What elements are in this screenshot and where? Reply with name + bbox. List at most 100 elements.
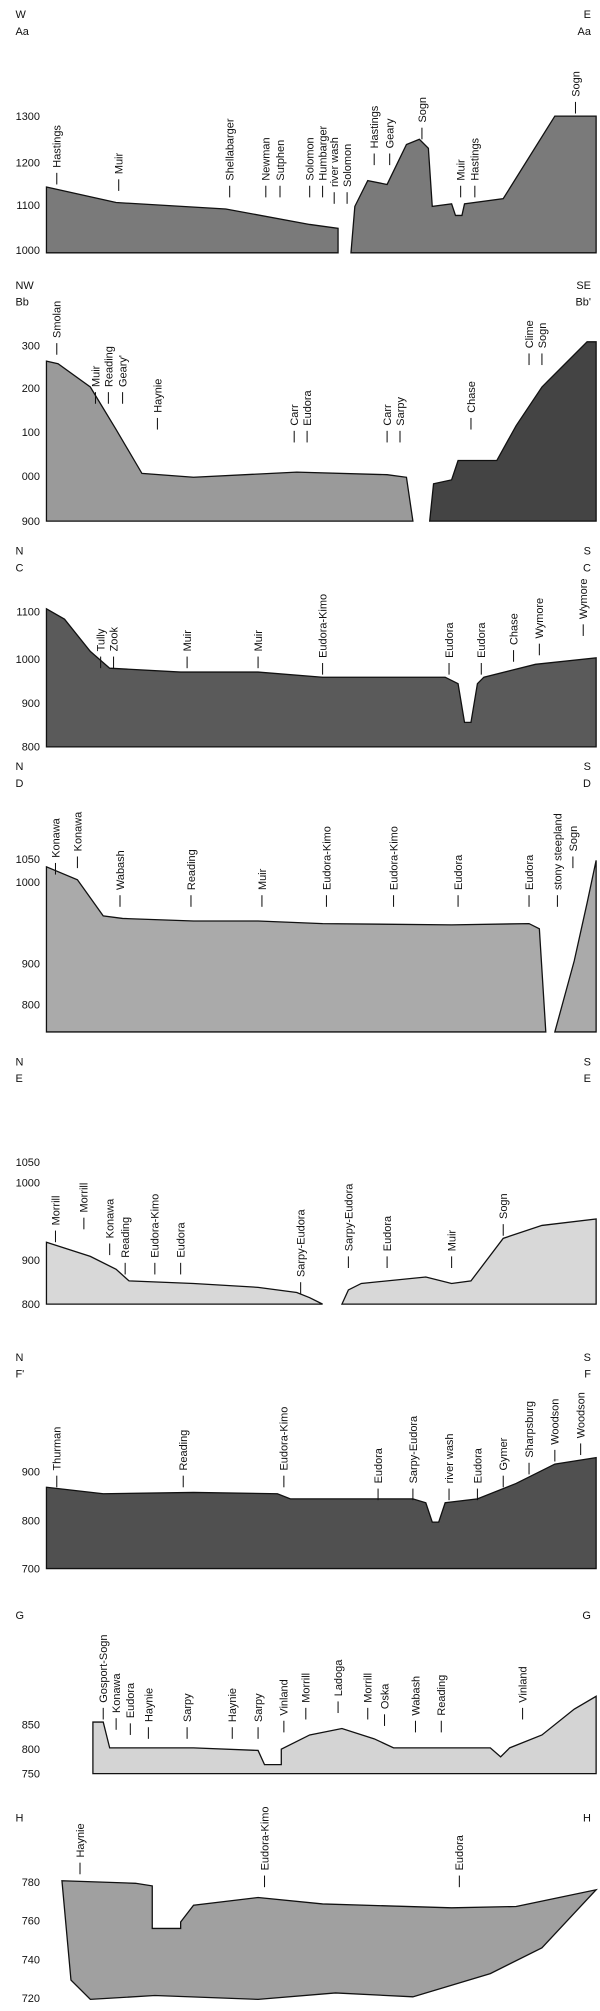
elevation-label: 1100 <box>16 606 40 618</box>
terrain-profile <box>45 865 547 1033</box>
soil-label: Haynie <box>152 379 164 413</box>
soil-label: Wabash <box>115 850 127 890</box>
soil-label: Reading <box>436 1675 448 1716</box>
soil-label: Morrill <box>50 1196 62 1226</box>
soil-label: Geary <box>385 118 397 148</box>
soil-label: Wabash <box>410 1676 422 1716</box>
soil-label: Sarpy <box>253 1693 265 1722</box>
section-end-label: N <box>15 761 23 773</box>
soil-label: Chase <box>466 381 478 413</box>
soil-label: Eudora <box>176 1221 188 1257</box>
section-end-label: N <box>15 1056 23 1068</box>
soil-label: Muir <box>114 152 126 174</box>
elevation-label: 800 <box>22 742 40 754</box>
elevation-label: 1000 <box>16 245 40 257</box>
soil-label: Eudora <box>476 622 488 658</box>
terrain-profile <box>45 186 339 254</box>
soil-label: Hastings <box>369 105 381 148</box>
soil-label: Zook <box>108 627 120 652</box>
terrain-profile <box>45 360 414 522</box>
soil-label: Muir <box>253 630 265 652</box>
soil-label: Eudora <box>382 1215 394 1251</box>
soil-label: Eudora-Kimo <box>279 1407 291 1471</box>
soil-label: Haynie <box>143 1688 155 1722</box>
soil-label: Eudora <box>125 1682 137 1718</box>
section-end-label: SE <box>576 280 591 292</box>
soil-label: stony steepland <box>552 813 564 890</box>
soil-label: Carr <box>289 404 301 426</box>
soil-label: Sogn <box>498 1193 510 1219</box>
elevation-label: 100 <box>22 427 40 439</box>
elevation-label: 900 <box>22 1467 40 1479</box>
soil-label: Muir <box>446 1230 458 1252</box>
soil-label: Shellabarger <box>225 118 237 180</box>
soil-label: Tully <box>96 628 108 651</box>
soil-label: Eudora-Kimo <box>317 594 329 658</box>
soil-label: Konawa <box>50 817 62 857</box>
section-end-label: D <box>15 778 23 790</box>
soil-label: Solomon <box>342 144 354 187</box>
soil-label: Morrill <box>301 1673 313 1703</box>
terrain-profile <box>428 341 597 522</box>
soil-label: Reading <box>178 1430 190 1471</box>
soil-label: Carr <box>382 404 394 426</box>
soil-label: Vinland <box>517 1666 529 1702</box>
elevation-label: 1200 <box>16 157 40 169</box>
soil-label: Hastings <box>52 125 64 168</box>
soil-label: Eudora <box>454 1834 466 1870</box>
soil-label: Sogn <box>537 323 549 349</box>
soil-label: Sogn <box>568 826 580 852</box>
terrain-profile <box>45 1241 323 1305</box>
soil-label: Sogn <box>417 97 429 123</box>
soil-label: Sarpy-Eudora <box>343 1183 355 1251</box>
elevation-label: 800 <box>22 1299 40 1311</box>
soil-label: Haynie <box>75 1823 87 1857</box>
soil-label: river wash <box>329 137 341 187</box>
section-end-label: S <box>584 1056 591 1068</box>
soil-label: Gymer <box>498 1437 510 1470</box>
soil-label: Sarpy-Eudora <box>296 1209 308 1277</box>
soil-label: Woodson <box>576 1392 588 1438</box>
elevation-label: 900 <box>22 516 40 528</box>
soil-label: Sogn <box>570 71 582 97</box>
soil-label: Oska <box>379 1683 391 1709</box>
elevation-label: 1100 <box>16 200 40 212</box>
section-end-label: F <box>584 1369 591 1381</box>
elevation-label: 1000 <box>16 1178 40 1190</box>
elevation-label: 800 <box>22 1516 40 1528</box>
elevation-label: 1000 <box>16 877 40 889</box>
section-end-label: E <box>15 1073 22 1085</box>
soil-label: Eudora-Kimo <box>321 826 333 890</box>
soil-label: Sarpy-Eudora <box>408 1415 420 1483</box>
section-end-label: G <box>15 1610 24 1622</box>
soil-label: Reading <box>186 849 198 890</box>
elevation-label: 1050 <box>16 854 40 866</box>
elevation-label: 1050 <box>16 1157 40 1169</box>
terrain-profile <box>350 115 597 254</box>
soil-label: Vinland <box>279 1679 291 1715</box>
terrain-profile <box>61 1880 598 2001</box>
soil-label: Eudora <box>444 622 456 658</box>
soil-label: Ladoga <box>333 1659 345 1696</box>
elevation-label: 850 <box>22 1720 40 1732</box>
section-end-label: H <box>15 1812 23 1824</box>
soil-label: Eudora <box>453 854 465 890</box>
soil-label: Konawa <box>105 1198 117 1238</box>
soil-label: Eudora-Kimo <box>150 1194 162 1258</box>
soil-label: Eudora-Kimo <box>388 826 400 890</box>
soil-label: Haynie <box>227 1688 239 1722</box>
elevation-label: 760 <box>22 1916 40 1928</box>
soil-label: Eudora <box>524 854 536 890</box>
elevation-label: 1300 <box>16 111 40 123</box>
soil-label: Muir <box>182 630 194 652</box>
soil-label: Wymore <box>578 578 590 619</box>
elevation-label: 700 <box>22 1563 40 1575</box>
soil-label: Thurman <box>52 1427 64 1471</box>
section-end-label: NW <box>15 280 34 292</box>
section-end-label: H <box>583 1812 591 1824</box>
section-end-label: E <box>584 1073 591 1085</box>
elevation-label: 900 <box>22 958 40 970</box>
terrain-profile <box>45 1456 597 1570</box>
soil-label: Eudora <box>472 1447 484 1483</box>
